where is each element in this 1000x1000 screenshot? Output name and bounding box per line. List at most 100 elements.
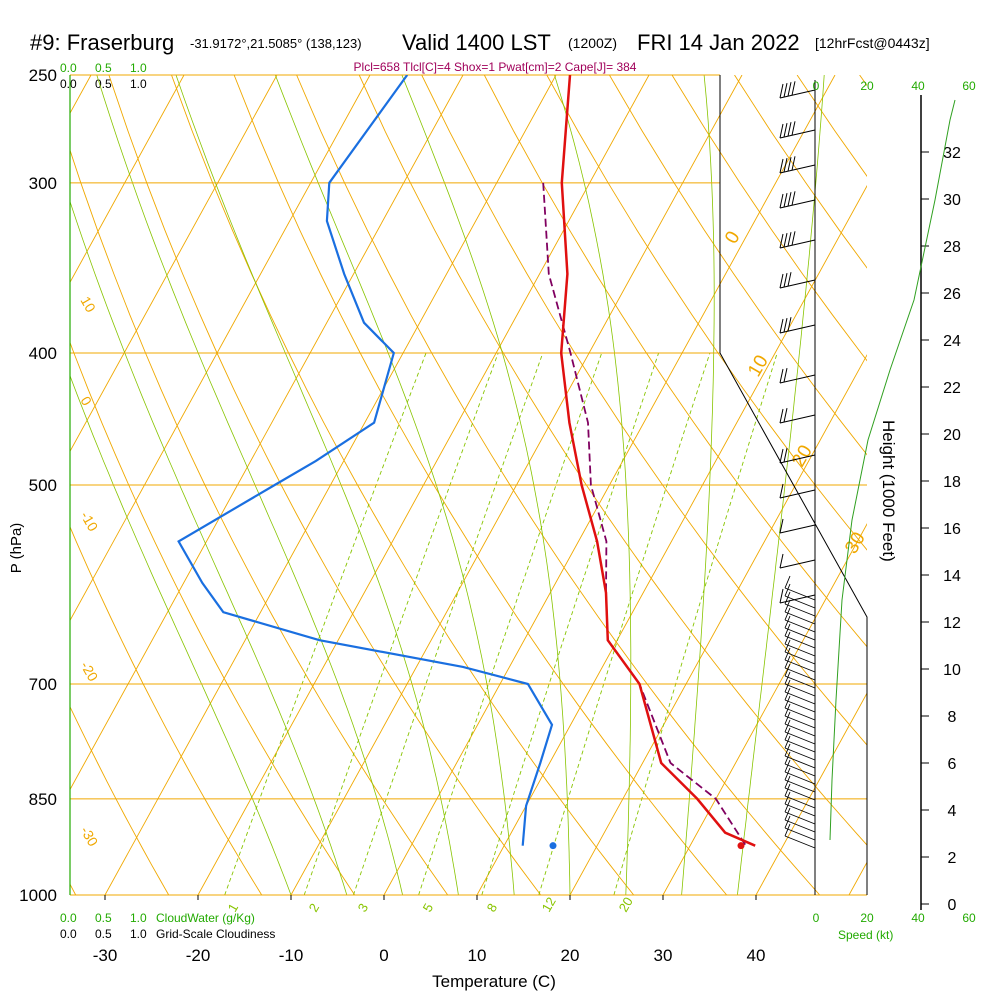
wind-barb [779,407,816,424]
height-tick-label: 2 [948,850,957,867]
height-tick-label: 16 [943,521,961,538]
mixing-ratio-line [538,352,711,895]
forecast-date: FRI 14 Jan 2022 [637,30,800,55]
dry-adiabat-line [70,148,449,895]
wind-barb [784,575,816,601]
moist-adiabat-line [401,75,571,895]
wind-barbs [779,81,816,849]
wind-barb [784,815,816,841]
top-speed-tick-0: 0 [813,79,820,93]
wind-barb [784,663,816,689]
bottom-cloudwater-tick-2: 1.0 [130,911,147,925]
temperature-tick-label: -20 [186,946,211,965]
wind-barb [784,655,816,681]
height-tick-label: 22 [943,380,961,397]
dry-adiabat-line [233,75,728,895]
wind-barb [784,823,816,849]
parcel-trace-line [542,182,747,847]
isotherm-line [848,861,867,895]
stability-indices: Plcl=658 Tlcl[C]=4 Shox=1 Pwat[cm]=2 Cap… [354,60,637,74]
wind-barb [784,631,816,657]
wind-barb [784,711,816,737]
temperature-tick-label: -10 [279,946,304,965]
pressure-tick-label: 700 [29,675,57,694]
mixing-ratio-line [303,352,499,895]
wind-barb [784,647,816,673]
top-cloudwater-tick-0: 0.0 [60,61,77,75]
mixing-ratio-label: 3 [355,901,372,915]
wind-barb [779,231,816,249]
pressure-tick-label: 1000 [19,886,57,905]
wind-barb [779,156,816,174]
valid-time: Valid 1400 LST [402,30,551,55]
top-cloudwater-tick-2: 1.0 [130,61,147,75]
bottom-speed-tick-2: 40 [911,911,925,925]
wind-barb [784,767,816,793]
cloudwater-label: CloudWater (g/Kg) [156,911,255,925]
bottom-speed-tick-0: 0 [813,911,820,925]
dry-adiabat-line [609,75,867,456]
pressure-tick-label: 300 [29,174,57,193]
mixing-ratio-label: 5 [420,901,437,915]
isotherm-label: 0 [721,228,744,248]
isotherm-label: 20 [788,442,817,471]
height-tick-label: 6 [948,756,957,773]
bottom-cloudiness-tick-2: 1.0 [130,927,147,941]
moist-adiabat-line [96,75,403,895]
height-tick-label: 28 [943,239,961,256]
moist-adiabat-line [274,75,515,895]
wind-barb [779,518,816,534]
wind-barb [784,759,816,785]
wind-barb [784,607,816,633]
dry-adiabat-line [171,75,635,895]
wind-barb [784,623,816,649]
pressure-tick-label: 500 [29,476,57,495]
wind-barb [784,743,816,769]
dry-adiabat-line [483,75,867,648]
wind-barb [784,791,816,817]
isotherm-label: 10 [744,352,773,381]
dry-adiabat-line [358,75,867,846]
y-axis-label: P (hPa) [8,523,25,574]
temperature-tick-label: 40 [747,946,766,965]
top-cloudiness-tick-1: 0.5 [95,77,112,91]
wind-barb [784,671,816,697]
wind-barb [779,483,816,499]
top-speed-tick-1: 20 [860,79,874,93]
moist-adiabat-line [737,75,825,895]
height-tick-label: 20 [943,427,961,444]
height-tick-label: 8 [948,709,957,726]
dry-adiabat-line [671,75,867,362]
cloudiness-label: Grid-Scale Cloudiness [156,927,275,941]
temperature-tick-label: 10 [468,946,487,965]
bottom-speed-tick-3: 60 [962,911,976,925]
bottom-cloudiness-tick-0: 0.0 [60,927,77,941]
wind-barb [784,783,816,809]
wind-barb [784,775,816,801]
bottom-cloudwater-tick-1: 0.5 [95,911,112,925]
temperature-tick-label: 30 [654,946,673,965]
mixing-ratio-line [352,352,544,895]
forecast-info: [12hrFcst@0443z] [815,35,930,51]
height-tick-label: 4 [948,803,957,820]
isotherm-label: -20 [77,659,101,685]
temperature-axis-ticks: -30 -20 -10 0 10 20 30 40 [93,895,766,965]
temperature-tick-label: 20 [561,946,580,965]
moist-adiabat-line [70,374,292,895]
mixing-ratio-label: 2 [306,901,323,915]
wind-barb [784,727,816,753]
isotherm-line [662,523,867,895]
station-title: #9: Fraserburg [30,30,174,55]
wind-barb [784,687,816,713]
height-axis-label: Height (1000 Feet) [879,420,898,562]
dry-adiabat-line [985,75,1000,895]
dry-adiabat-line [421,75,867,746]
wind-barb [779,553,816,569]
isotherm-line [755,692,867,895]
station-coords: -31.9172°,21.5085° (138,123) [190,36,362,51]
wind-region-boundary [719,75,868,895]
wind-barb [784,599,816,625]
wind-barb [784,695,816,721]
height-tick-label: 0 [948,897,957,914]
